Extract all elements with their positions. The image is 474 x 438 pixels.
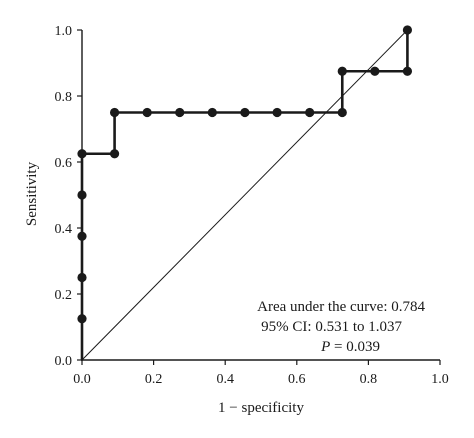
ci-annotation: 95% CI: 0.531 to 1.037 (261, 319, 402, 335)
p-annotation: P = 0.039 (320, 339, 380, 355)
x-tick-label: 0.8 (360, 372, 378, 387)
roc-data-point (402, 66, 413, 76)
roc-data-point (370, 66, 380, 76)
roc-data-point (109, 149, 120, 159)
roc-data-point (77, 231, 87, 241)
y-axis-ticks: 0.0 0.2 0.4 0.6 0.8 1.0 (55, 24, 82, 369)
y-tick-label: 0.4 (55, 222, 73, 237)
roc-data-point (77, 314, 87, 324)
p-label: P (320, 339, 330, 355)
roc-data-point (402, 25, 413, 35)
roc-data-point (272, 107, 282, 118)
points-layer (77, 25, 413, 324)
roc-data-point (305, 107, 315, 118)
y-axis-label: Sensitivity (24, 161, 40, 226)
x-axis-ticks: 0.0 0.2 0.4 0.6 0.8 1.0 (73, 360, 449, 387)
p-value: = 0.039 (330, 339, 380, 355)
reference-diagonal-line (81, 29, 408, 361)
roc-data-point (337, 66, 347, 76)
roc-data-point (175, 107, 185, 118)
x-tick-label: 1.0 (431, 372, 449, 387)
x-tick-label: 0.4 (216, 372, 234, 387)
x-tick-label: 0.0 (73, 372, 91, 387)
roc-data-point (109, 107, 120, 118)
roc-data-point (337, 107, 347, 118)
y-tick-label: 0.0 (55, 354, 73, 369)
y-tick-label: 0.2 (55, 288, 73, 303)
roc-data-point (77, 149, 87, 159)
x-tick-label: 0.6 (288, 372, 306, 387)
roc-data-point (77, 272, 87, 283)
y-tick-label: 1.0 (55, 24, 73, 39)
roc-data-point (207, 107, 217, 118)
y-tick-label: 0.6 (55, 156, 73, 171)
auc-annotation: Area under the curve: 0.784 (257, 299, 425, 315)
x-axis-label: 1 − specificity (218, 400, 304, 416)
roc-data-point (240, 107, 250, 118)
roc-data-point (142, 107, 152, 118)
x-tick-label: 0.2 (145, 372, 163, 387)
y-tick-label: 0.8 (55, 90, 73, 105)
roc-data-point (77, 190, 87, 200)
